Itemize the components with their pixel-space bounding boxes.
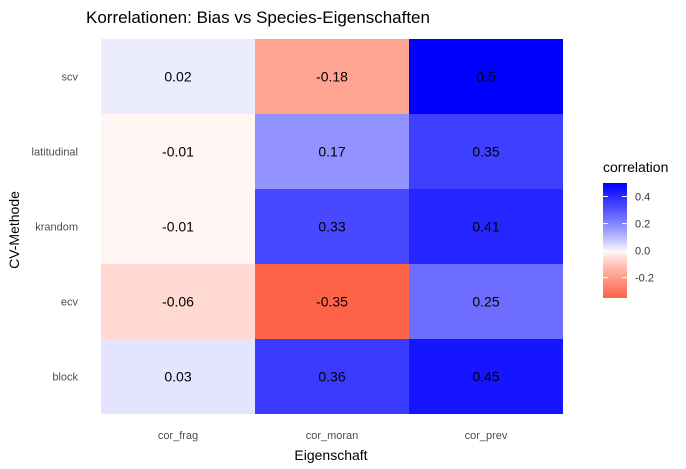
legend-ticks: 0.4 0.2 0.0 -0.2 (603, 192, 654, 285)
heatmap-cell-ecv-cor_prev (409, 264, 563, 339)
cell-label-krandom-cor_prev: 0.41 (472, 219, 499, 235)
cell-label-latitudinal-cor_moran: 0.17 (318, 144, 345, 160)
legend-title: correlation (603, 159, 668, 175)
y-axis-title: CV-Methode (6, 191, 22, 269)
cell-label-scv-cor_prev: 0.5 (476, 69, 496, 85)
cell-label-krandom-cor_frag: -0.01 (162, 219, 194, 235)
heatmap-cell-ecv-cor_frag (101, 264, 255, 339)
legend-tick-label: -0.2 (635, 273, 654, 285)
legend-tick-label: 0.2 (635, 219, 650, 231)
cell-label-latitudinal-cor_frag: -0.01 (162, 144, 194, 160)
heatmap-cell-scv-cor_frag (101, 39, 255, 114)
heatmap-cell-krandom-cor_prev (409, 189, 563, 264)
legend-tick-label: 0.4 (635, 192, 650, 204)
heatmap-cell-latitudinal-cor_frag (101, 114, 255, 189)
cell-label-ecv-cor_moran: -0.35 (316, 294, 348, 310)
heatmap-cell-krandom-cor_frag (101, 189, 255, 264)
y-tick-label: scv (62, 72, 79, 84)
heatmap-cell-block-cor_prev (409, 339, 563, 414)
heatmap-cell-ecv-cor_moran (255, 264, 409, 339)
heatmap-cell-latitudinal-cor_prev (409, 114, 563, 189)
x-tick-label: cor_frag (158, 430, 198, 442)
x-axis-title: Eigenschaft (294, 447, 367, 463)
cell-label-scv-cor_moran: -0.18 (316, 69, 348, 85)
legend-tick-label: 0.0 (635, 246, 650, 258)
legend-colorbar (603, 183, 627, 298)
heatmap-cell-scv-cor_moran (255, 39, 409, 114)
cell-label-block-cor_moran: 0.36 (318, 369, 345, 385)
cell-label-block-cor_prev: 0.45 (472, 369, 499, 385)
heatmap-cell-block-cor_moran (255, 339, 409, 414)
y-tick-label: ecv (61, 297, 79, 309)
cell-label-krandom-cor_moran: 0.33 (318, 219, 345, 235)
color-legend: correlation 0.4 0.2 0.0 -0.2 (603, 159, 668, 298)
heatmap-cell-scv-cor_prev (409, 39, 563, 114)
cell-label-ecv-cor_frag: -0.06 (162, 294, 194, 310)
cell-label-latitudinal-cor_prev: 0.35 (472, 144, 499, 160)
cell-label-ecv-cor_prev: 0.25 (472, 294, 499, 310)
chart-title: Korrelationen: Bias vs Species-Eigenscha… (86, 8, 430, 27)
heatmap-cell-krandom-cor_moran (255, 189, 409, 264)
y-axis-ticks: scv latitudinal krandom ecv block (32, 72, 79, 384)
y-tick-label: block (52, 372, 78, 384)
y-tick-label: latitudinal (32, 147, 78, 159)
y-tick-label: krandom (35, 222, 78, 234)
cell-label-block-cor_frag: 0.03 (164, 369, 191, 385)
heatmap-cells (101, 39, 563, 414)
heatmap-cell-block-cor_frag (101, 339, 255, 414)
x-tick-label: cor_moran (306, 430, 359, 442)
cell-labels: 0.02 -0.18 0.5 -0.01 0.17 0.35 -0.01 0.33 0.41 -0… (162, 69, 500, 385)
x-tick-label: cor_prev (465, 430, 508, 442)
x-axis-ticks: cor_frag cor_moran cor_prev (158, 430, 508, 442)
heatmap-cell-latitudinal-cor_moran (255, 114, 409, 189)
cell-label-scv-cor_frag: 0.02 (164, 69, 191, 85)
